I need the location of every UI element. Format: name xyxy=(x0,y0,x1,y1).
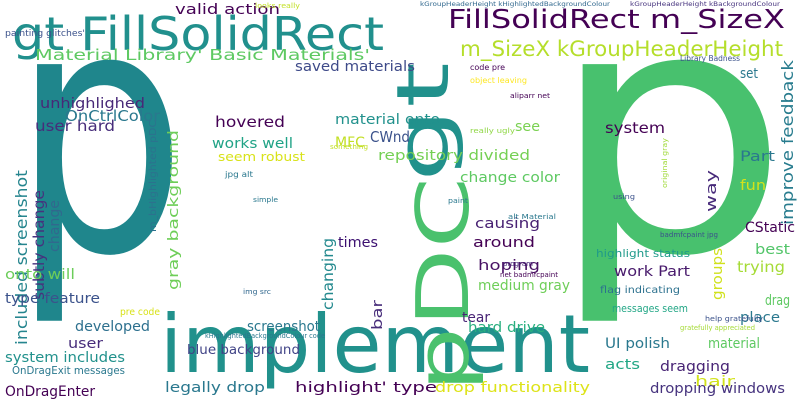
word: aliparr net xyxy=(510,92,550,100)
word: m_SizeX kGroupHeaderHeight xyxy=(460,37,783,62)
word: material xyxy=(708,336,760,352)
word: dragging xyxy=(660,359,730,375)
word: something xyxy=(330,143,368,151)
word: gt xyxy=(381,62,465,182)
word: really ugly xyxy=(470,127,515,135)
word: user xyxy=(68,336,103,352)
word: hair xyxy=(695,374,735,390)
word: program xyxy=(503,260,533,268)
word: seem robust xyxy=(218,150,305,164)
word: jpg alt xyxy=(224,170,253,179)
word: best xyxy=(755,242,791,258)
word: screenshot xyxy=(247,319,320,335)
word: gt FillSolidRect xyxy=(12,7,384,61)
word: OnCtrlColor xyxy=(65,107,161,125)
word: CStatic xyxy=(745,220,795,236)
word: around xyxy=(473,235,535,251)
word: trying xyxy=(737,258,785,276)
word: legally drop xyxy=(165,380,265,396)
word: CWnd xyxy=(370,128,410,146)
word: type feature xyxy=(5,291,100,307)
word: unhighlighed xyxy=(40,96,145,112)
word: dropping windows xyxy=(650,381,785,397)
word: user hard xyxy=(35,117,115,135)
word: painting glitches' xyxy=(5,29,85,39)
word: highlight status xyxy=(596,247,690,260)
word: UI polish xyxy=(605,336,670,352)
word: Library Badness xyxy=(680,54,740,63)
word: see xyxy=(515,119,540,135)
word: medium gray xyxy=(478,278,570,294)
word: help gratefully xyxy=(705,315,763,323)
word: gray background xyxy=(166,130,182,290)
word: set xyxy=(740,66,758,82)
word: drag xyxy=(765,293,790,309)
word: pre code xyxy=(120,307,160,318)
word: fun xyxy=(740,178,766,194)
word: system xyxy=(605,119,665,137)
word: object leaving xyxy=(470,76,527,85)
word: included screenshot xyxy=(12,170,31,345)
word: blue background xyxy=(187,343,300,358)
word: messages seem xyxy=(612,302,688,315)
word: MFC xyxy=(335,135,365,151)
word: looks really xyxy=(255,2,300,10)
word: change xyxy=(47,200,63,252)
word: gratefully appreciated xyxy=(680,324,755,332)
word: OnDragExit messages xyxy=(12,364,125,377)
word: kHighlightedBackgroundColour code xyxy=(205,332,325,340)
word: improve feedback xyxy=(778,59,797,225)
word: material onto xyxy=(335,112,440,128)
word: p xyxy=(548,0,790,331)
word: system includes xyxy=(5,350,125,366)
word: place xyxy=(740,310,780,326)
word: kGroupHeaderHeight kBackgroundColour xyxy=(630,1,781,8)
word: original gray xyxy=(661,138,669,188)
word: using xyxy=(613,193,635,201)
word: alt Material xyxy=(508,213,556,221)
word: works well xyxy=(212,136,293,152)
word: net badmfcpaint xyxy=(500,271,558,279)
word: simple xyxy=(253,196,278,204)
word: subtly change xyxy=(30,190,48,300)
word: hovered xyxy=(215,113,285,131)
word: badmfcpaint jpg xyxy=(660,231,718,239)
word: FillSolidRect m_SizeX xyxy=(448,5,785,35)
word: highlight' type xyxy=(295,380,437,396)
word: flag indicating xyxy=(600,285,680,296)
word: implement xyxy=(160,298,590,391)
word: Part xyxy=(740,149,776,165)
word: code pre xyxy=(470,63,505,72)
word: groups xyxy=(710,248,726,300)
word: p xyxy=(12,0,187,331)
word: repository divided xyxy=(378,148,530,164)
word: developed xyxy=(75,319,150,335)
word: paint xyxy=(448,197,468,205)
word: tear xyxy=(462,310,490,326)
word: acts xyxy=(605,357,640,373)
word: times xyxy=(338,235,378,251)
word: drop functionality xyxy=(435,380,590,396)
word: changing xyxy=(319,238,337,310)
word: img src xyxy=(243,288,271,296)
word: hoping xyxy=(478,258,540,274)
word: bar xyxy=(370,300,386,330)
word: m_bHighlighted pDC xyxy=(148,120,159,232)
word: saved materials xyxy=(295,59,415,75)
word: work Part xyxy=(614,264,691,280)
word: kGroupHeaderHeight kHighlightedBackgroun… xyxy=(420,1,611,8)
word: pDC xyxy=(401,177,485,392)
word: way xyxy=(704,170,720,212)
word: causing xyxy=(475,216,540,232)
word: OnDragEnter xyxy=(5,384,95,400)
word: change color xyxy=(460,170,560,186)
word: hard drive xyxy=(468,320,545,336)
word: Material Library' Basic Materials' xyxy=(35,46,370,64)
word: onto will xyxy=(5,267,75,283)
word: valid action xyxy=(175,2,280,18)
